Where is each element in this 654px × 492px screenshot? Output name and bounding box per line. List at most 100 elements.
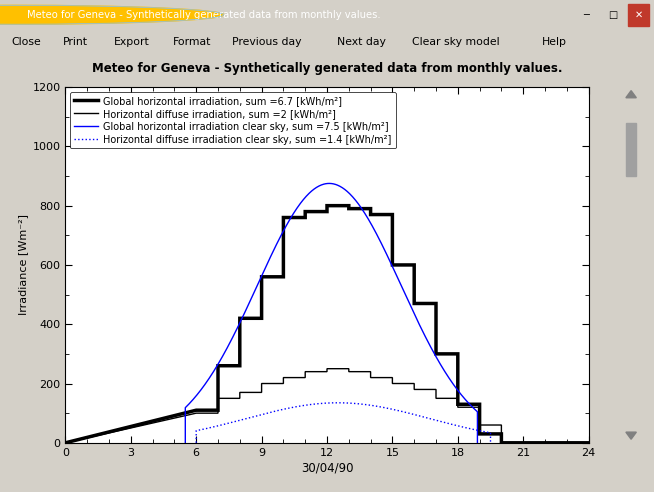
Horizontal diffuse irradiation, sum =2 [kWh/m²] (498, 422, 506, 428)
Global horizontal irradiation, sum =6.7 [kWh/m²] (432, 301, 440, 307)
Text: □: □ (608, 10, 617, 20)
Horizontal diffuse irradiation, sum =2 [kWh/m²] (454, 404, 462, 410)
Horizontal diffuse irradiation clear sky, sum =1.4 [kWh/m²] (285, 405, 293, 411)
Horizontal diffuse irradiation clear sky, sum =1.4 [kWh/m²] (459, 424, 467, 430)
Global horizontal irradiation clear sky, sum =7.5 [kWh/m²] (349, 194, 356, 200)
Global horizontal irradiation, sum =6.7 [kWh/m²] (279, 274, 287, 280)
Global horizontal irradiation, sum =6.7 [kWh/m²] (323, 203, 331, 209)
Bar (628, 3, 649, 26)
Horizontal diffuse irradiation clear sky, sum =1.4 [kWh/m²] (361, 401, 369, 407)
Global horizontal irradiation, sum =6.7 [kWh/m²] (367, 212, 375, 217)
Text: ─: ─ (583, 10, 589, 20)
Horizontal diffuse irradiation clear sky, sum =1.4 [kWh/m²] (487, 440, 494, 446)
Global horizontal irradiation, sum =6.7 [kWh/m²] (585, 440, 593, 446)
Global horizontal irradiation clear sky, sum =7.5 [kWh/m²] (446, 377, 454, 383)
Horizontal diffuse irradiation, sum =2 [kWh/m²] (475, 404, 483, 410)
Horizontal diffuse irradiation, sum =2 [kWh/m²] (585, 440, 593, 446)
Horizontal diffuse irradiation, sum =2 [kWh/m²] (279, 381, 287, 387)
Horizontal diffuse irradiation, sum =2 [kWh/m²] (345, 369, 353, 374)
Global horizontal irradiation, sum =6.7 [kWh/m²] (345, 203, 353, 209)
Circle shape (0, 5, 224, 24)
Text: Meteo for Geneva - Synthetically generated data from monthly values.: Meteo for Geneva - Synthetically generat… (92, 62, 562, 75)
Horizontal diffuse irradiation, sum =2 [kWh/m²] (214, 410, 222, 416)
Global horizontal irradiation, sum =6.7 [kWh/m²] (410, 262, 418, 268)
Global horizontal irradiation clear sky, sum =7.5 [kWh/m²] (413, 315, 421, 321)
Horizontal diffuse irradiation, sum =2 [kWh/m²] (388, 381, 396, 387)
Global horizontal irradiation, sum =6.7 [kWh/m²] (258, 315, 266, 321)
Horizontal diffuse irradiation, sum =2 [kWh/m²] (367, 369, 375, 374)
Global horizontal irradiation, sum =6.7 [kWh/m²] (236, 315, 244, 321)
Global horizontal irradiation, sum =6.7 [kWh/m²] (323, 209, 331, 215)
Global horizontal irradiation clear sky, sum =7.5 [kWh/m²] (273, 240, 281, 246)
Global horizontal irradiation, sum =6.7 [kWh/m²] (388, 262, 396, 268)
Horizontal diffuse irradiation, sum =2 [kWh/m²] (236, 396, 244, 401)
Horizontal diffuse irradiation, sum =2 [kWh/m²] (61, 440, 69, 446)
Global horizontal irradiation, sum =6.7 [kWh/m²] (301, 209, 309, 215)
Polygon shape (626, 432, 636, 439)
Horizontal diffuse irradiation, sum =2 [kWh/m²] (432, 387, 440, 393)
Global horizontal irradiation, sum =6.7 [kWh/m²] (192, 407, 200, 413)
Horizontal diffuse irradiation, sum =2 [kWh/m²] (432, 396, 440, 401)
Line: Horizontal diffuse irradiation, sum =2 [kWh/m²]: Horizontal diffuse irradiation, sum =2 [… (65, 369, 589, 443)
Global horizontal irradiation clear sky, sum =7.5 [kWh/m²] (325, 181, 333, 186)
Global horizontal irradiation, sum =6.7 [kWh/m²] (498, 431, 506, 437)
Legend: Global horizontal irradiation, sum =6.7 [kWh/m²], Horizontal diffuse irradiation: Global horizontal irradiation, sum =6.7 … (70, 92, 396, 149)
Global horizontal irradiation, sum =6.7 [kWh/m²] (61, 440, 69, 446)
Text: Close: Close (12, 37, 41, 47)
Horizontal diffuse irradiation, sum =2 [kWh/m²] (323, 366, 331, 371)
Horizontal diffuse irradiation, sum =2 [kWh/m²] (236, 390, 244, 396)
Polygon shape (626, 91, 636, 98)
Global horizontal irradiation clear sky, sum =7.5 [kWh/m²] (473, 440, 481, 446)
Global horizontal irradiation, sum =6.7 [kWh/m²] (454, 401, 462, 407)
Horizontal diffuse irradiation, sum =2 [kWh/m²] (192, 410, 200, 416)
Horizontal diffuse irradiation, sum =2 [kWh/m²] (345, 366, 353, 371)
Horizontal diffuse irradiation, sum =2 [kWh/m²] (301, 374, 309, 380)
Horizontal diffuse irradiation, sum =2 [kWh/m²] (323, 369, 331, 374)
Text: Meteo for Geneva - Synthetically generated data from monthly values.: Meteo for Geneva - Synthetically generat… (27, 10, 381, 20)
Global horizontal irradiation, sum =6.7 [kWh/m²] (498, 440, 506, 446)
Horizontal diffuse irradiation, sum =2 [kWh/m²] (301, 369, 309, 374)
Text: Print: Print (63, 37, 88, 47)
Horizontal diffuse irradiation clear sky, sum =1.4 [kWh/m²] (344, 400, 352, 406)
Horizontal diffuse irradiation, sum =2 [kWh/m²] (454, 396, 462, 401)
Text: Next day: Next day (337, 37, 387, 47)
Horizontal diffuse irradiation, sum =2 [kWh/m²] (498, 440, 506, 446)
Horizontal diffuse irradiation, sum =2 [kWh/m²] (367, 374, 375, 380)
Global horizontal irradiation, sum =6.7 [kWh/m²] (388, 212, 396, 217)
Global horizontal irradiation, sum =6.7 [kWh/m²] (454, 351, 462, 357)
Global horizontal irradiation clear sky, sum =7.5 [kWh/m²] (382, 249, 390, 255)
Text: Export: Export (114, 37, 150, 47)
Line: Global horizontal irradiation, sum =6.7 [kWh/m²]: Global horizontal irradiation, sum =6.7 … (65, 206, 589, 443)
Bar (602, 3, 623, 26)
Text: Help: Help (542, 37, 566, 47)
Global horizontal irradiation clear sky, sum =7.5 [kWh/m²] (181, 440, 189, 446)
Global horizontal irradiation, sum =6.7 [kWh/m²] (367, 206, 375, 212)
Bar (626, 123, 636, 176)
Global horizontal irradiation, sum =6.7 [kWh/m²] (214, 363, 222, 369)
Global horizontal irradiation, sum =6.7 [kWh/m²] (345, 206, 353, 212)
Bar (576, 3, 597, 26)
Global horizontal irradiation, sum =6.7 [kWh/m²] (301, 215, 309, 220)
Y-axis label: Irradiance [Wm⁻²]: Irradiance [Wm⁻²] (18, 215, 28, 315)
Global horizontal irradiation, sum =6.7 [kWh/m²] (279, 215, 287, 220)
Horizontal diffuse irradiation clear sky, sum =1.4 [kWh/m²] (425, 415, 433, 421)
Text: Format: Format (173, 37, 211, 47)
Line: Horizontal diffuse irradiation clear sky, sum =1.4 [kWh/m²]: Horizontal diffuse irradiation clear sky… (196, 403, 490, 443)
Horizontal diffuse irradiation, sum =2 [kWh/m²] (410, 381, 418, 387)
Line: Global horizontal irradiation clear sky, sum =7.5 [kWh/m²]: Global horizontal irradiation clear sky,… (185, 184, 477, 443)
Text: Previous day: Previous day (232, 37, 301, 47)
Horizontal diffuse irradiation, sum =2 [kWh/m²] (475, 422, 483, 428)
Horizontal diffuse irradiation, sum =2 [kWh/m²] (279, 374, 287, 380)
Global horizontal irradiation, sum =6.7 [kWh/m²] (475, 401, 483, 407)
Horizontal diffuse irradiation clear sky, sum =1.4 [kWh/m²] (334, 400, 341, 406)
Horizontal diffuse irradiation, sum =2 [kWh/m²] (388, 374, 396, 380)
Global horizontal irradiation, sum =6.7 [kWh/m²] (236, 363, 244, 369)
Horizontal diffuse irradiation, sum =2 [kWh/m²] (258, 381, 266, 387)
Text: Clear sky model: Clear sky model (412, 37, 500, 47)
X-axis label: 30/04/90: 30/04/90 (301, 462, 353, 475)
Horizontal diffuse irradiation clear sky, sum =1.4 [kWh/m²] (394, 407, 402, 413)
Global horizontal irradiation clear sky, sum =7.5 [kWh/m²] (332, 182, 340, 187)
Horizontal diffuse irradiation, sum =2 [kWh/m²] (214, 396, 222, 401)
Horizontal diffuse irradiation, sum =2 [kWh/m²] (410, 387, 418, 393)
Global horizontal irradiation, sum =6.7 [kWh/m²] (258, 274, 266, 280)
